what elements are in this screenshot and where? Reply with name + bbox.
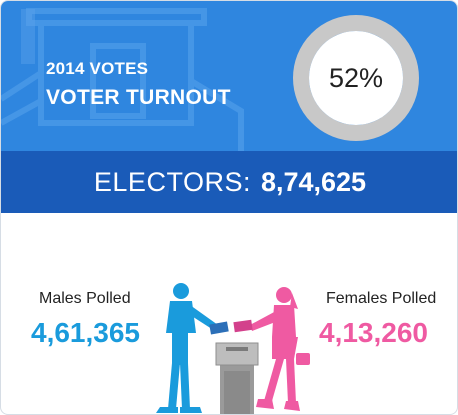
males-polled-value: 4,61,365 [31, 317, 140, 348]
electors-label: ELECTORS: [93, 166, 251, 197]
year-label: 2014 VOTES [46, 59, 149, 78]
ballot-box-icon [215, 342, 259, 414]
female-voter-icon [233, 287, 310, 411]
turnout-gauge: 52% [292, 14, 420, 142]
header-panel: 2014 VOTES VOTER TURNOUT 52% [1, 1, 457, 151]
gauge-ring [293, 15, 419, 141]
ballot-box-background-icon [1, 8, 244, 151]
females-polled-label: Females Polled [326, 290, 437, 307]
gauge-center [309, 31, 403, 125]
voting-scene [156, 283, 310, 414]
page-title: VOTER TURNOUT [46, 86, 231, 109]
females-polled-value: 4,13,260 [319, 317, 428, 348]
male-voter-icon [156, 283, 229, 413]
males-polled-label: Males Polled [39, 290, 131, 307]
electors-band: ELECTORS: 8,74,625 [1, 151, 457, 213]
electors-value: 8,74,625 [260, 166, 367, 197]
turnout-percent: 52% [328, 62, 384, 93]
